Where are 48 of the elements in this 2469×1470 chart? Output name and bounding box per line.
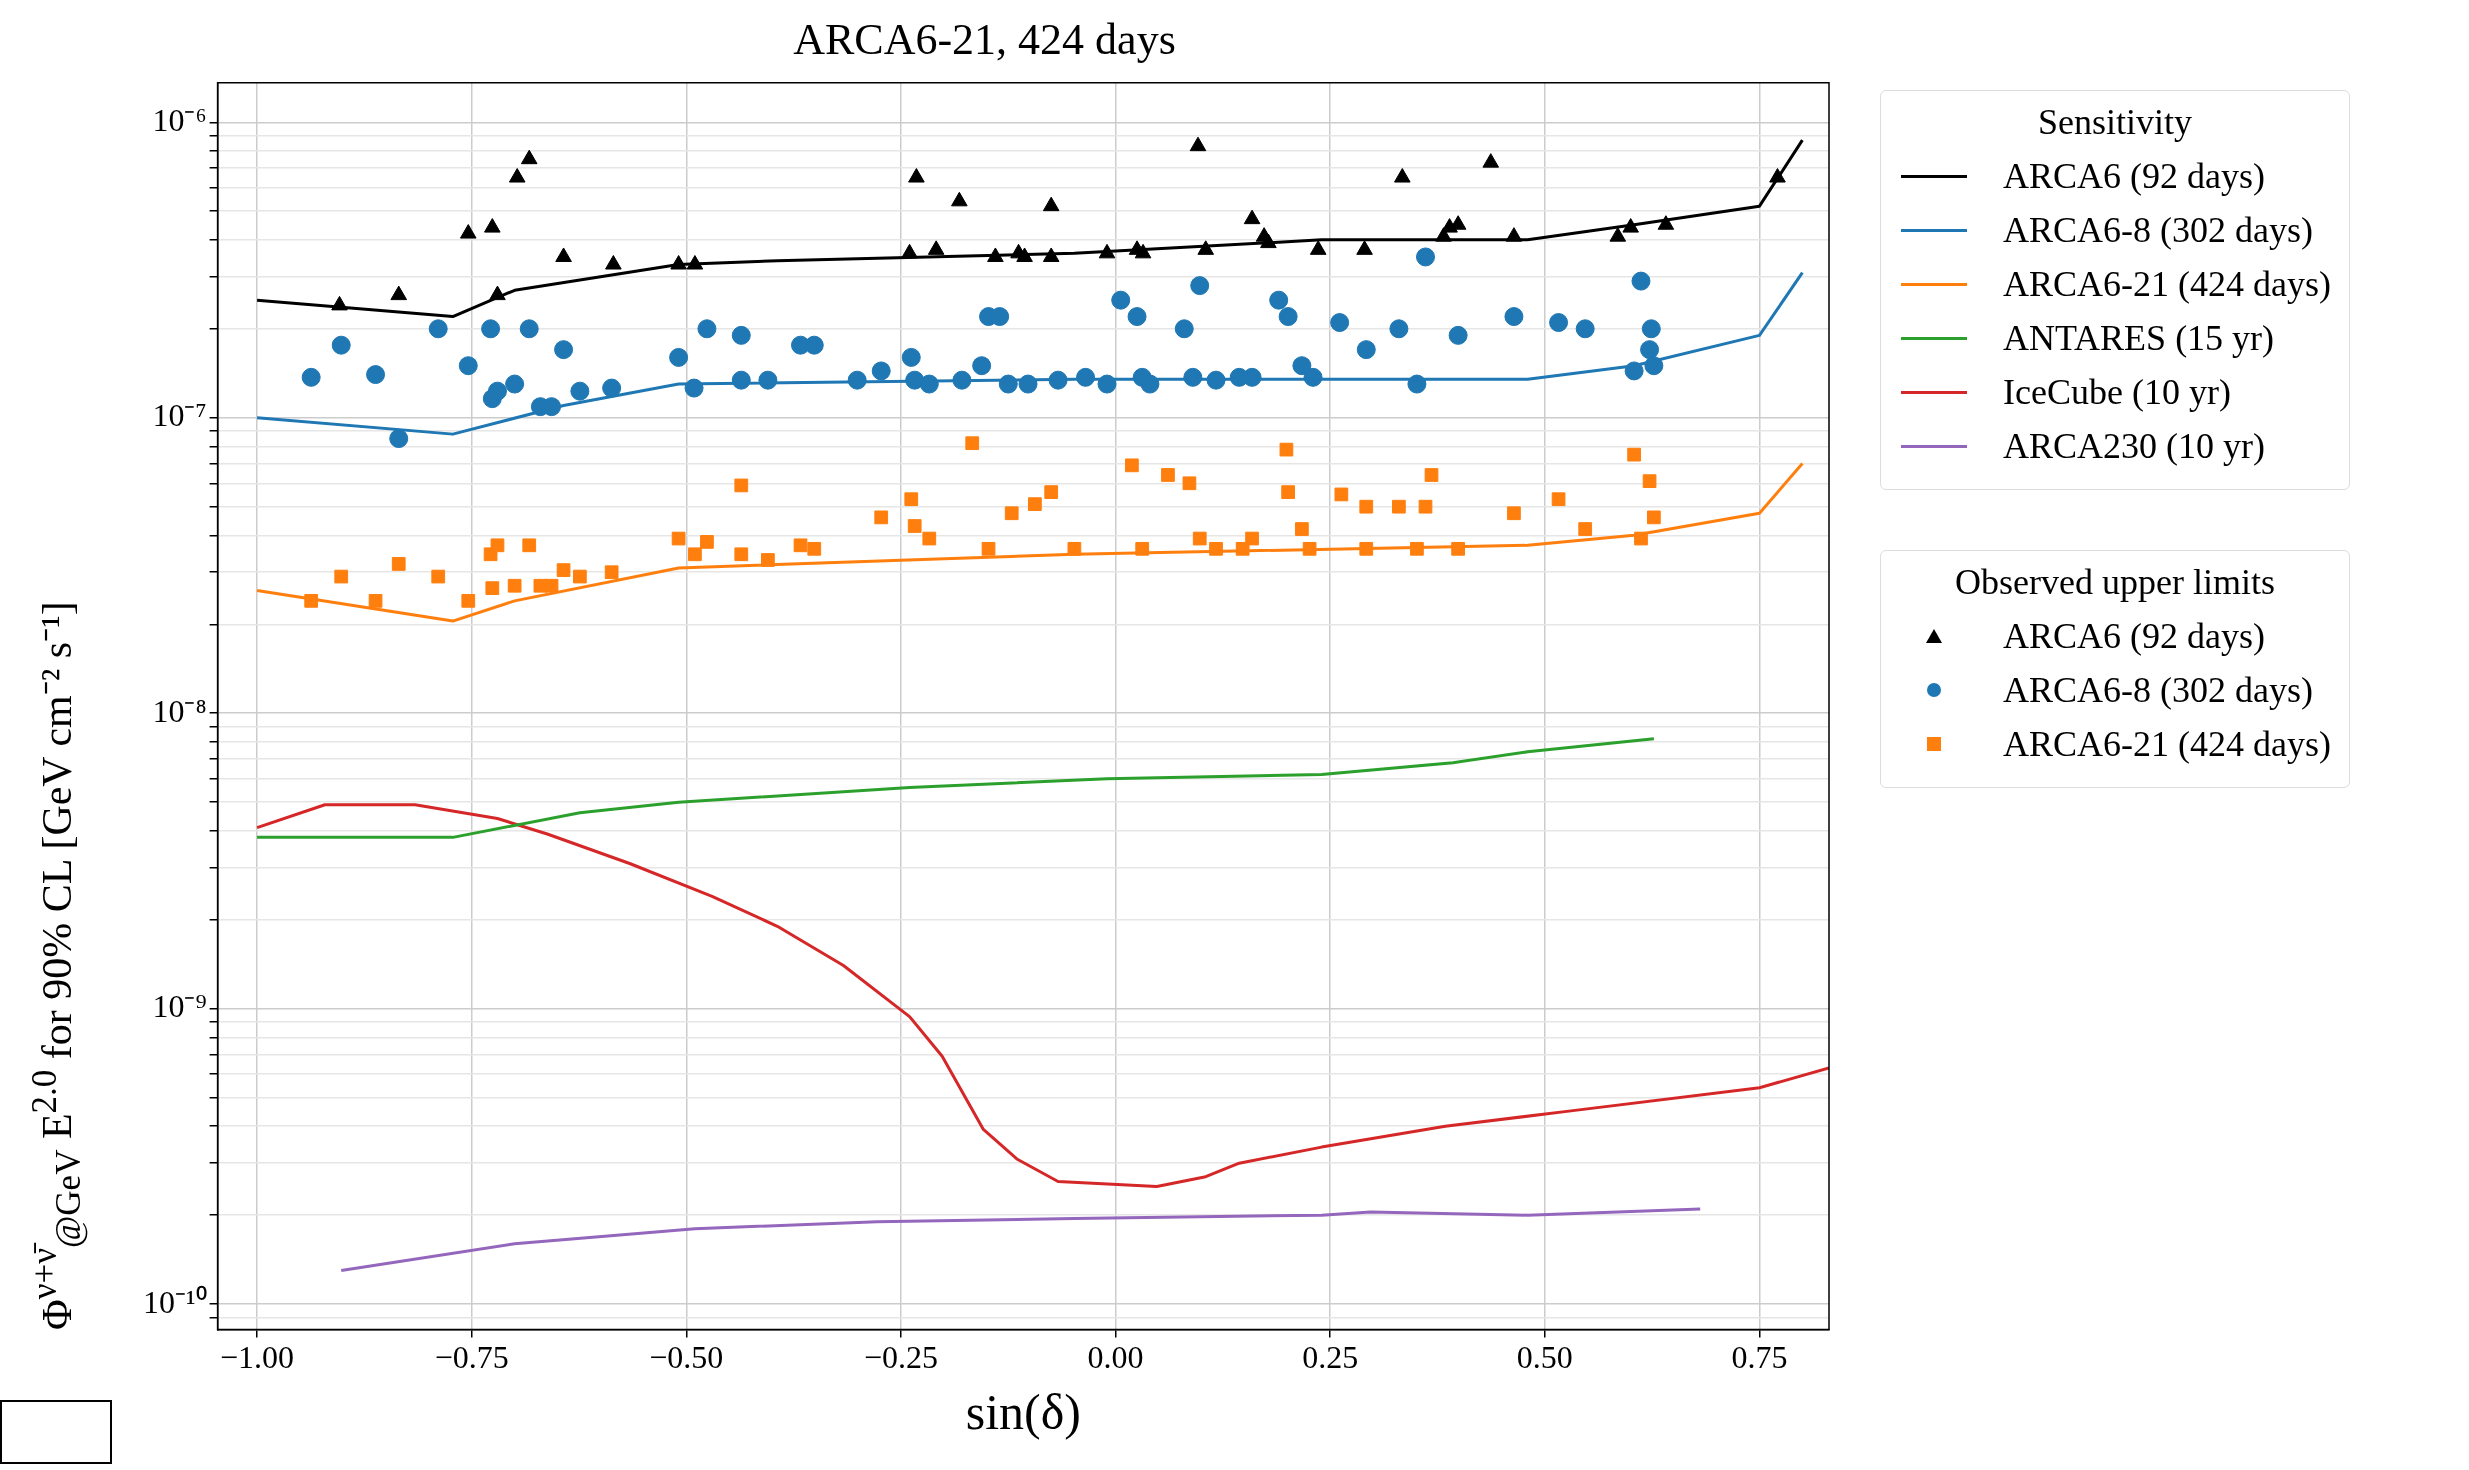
y-tick-label: 10⁻¹⁰ — [143, 1283, 207, 1320]
point — [484, 218, 501, 233]
x-tick-label: 0.25 — [1302, 1339, 1359, 1376]
point — [1622, 218, 1639, 233]
x-tick-label: 0.75 — [1731, 1339, 1788, 1376]
legend-label: ARCA6 (92 days) — [2003, 155, 2265, 197]
x-axis-title: sin(δ) — [965, 1384, 1081, 1441]
legend-label: ANTARES (15 yr) — [2003, 317, 2275, 359]
legend-label: IceCube (10 yr) — [2003, 371, 2231, 413]
point — [1657, 215, 1675, 230]
y-tick-label: 10⁻⁷ — [152, 397, 207, 434]
x-tick-label: −1.00 — [220, 1339, 295, 1376]
point — [1356, 240, 1373, 255]
y-tick-label: 10⁻⁶ — [152, 101, 207, 138]
x-tick-label: −0.75 — [434, 1339, 509, 1376]
x-tick-label: −0.25 — [863, 1339, 938, 1376]
point — [605, 255, 622, 270]
point — [1482, 153, 1500, 168]
y-tick-label: 10⁻⁹ — [152, 988, 207, 1025]
x-tick-label: 0.00 — [1087, 1339, 1144, 1376]
legend-label: ARCA6-21 (424 days) — [2003, 723, 2331, 765]
point — [927, 240, 945, 255]
x-tick-label: 0.50 — [1516, 1339, 1573, 1376]
point — [508, 168, 526, 183]
legend-title: Sensitivity — [2036, 101, 2193, 143]
chart-title: ARCA6-21, 424 days — [793, 14, 1176, 64]
point — [1243, 209, 1261, 225]
point — [1394, 168, 1411, 183]
point — [908, 168, 925, 183]
y-tick-label: 10⁻⁸ — [152, 692, 207, 729]
point — [1098, 243, 1116, 259]
legend-label: ARCA230 (10 yr) — [2003, 425, 2265, 467]
point — [1189, 136, 1207, 152]
legend-label: ARCA6-8 (302 days) — [2003, 209, 2313, 251]
point — [390, 285, 408, 301]
point — [555, 247, 572, 262]
point — [520, 149, 538, 165]
legend-label: ARCA6-21 (424 days) — [2003, 263, 2331, 305]
point — [951, 191, 968, 207]
x-tick-label: −0.50 — [649, 1339, 724, 1376]
point — [1309, 240, 1327, 255]
legend-label: ARCA6-8 (302 days) — [2003, 669, 2313, 711]
point — [459, 224, 477, 239]
text: Observed upper limits — [1954, 561, 2276, 603]
legend-label: ARCA6 (92 days) — [2003, 615, 2265, 657]
point — [1609, 227, 1627, 242]
point — [1134, 243, 1152, 259]
point — [1042, 196, 1060, 212]
